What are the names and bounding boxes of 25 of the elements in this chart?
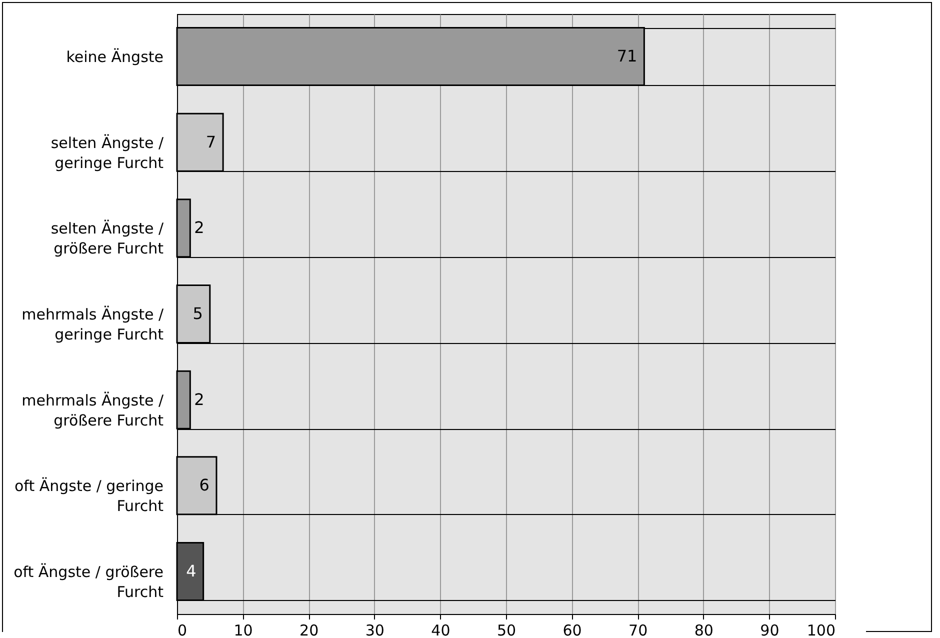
x-tick-label: 70 (628, 622, 648, 638)
x-tick-label: 90 (760, 622, 780, 638)
y-tick-label: oft Ängste / geringe Furcht (14, 477, 164, 516)
x-tick-label: 0 (178, 622, 188, 638)
y-tick-label: mehrmals Ängste / größere Furcht (22, 391, 164, 430)
data-label: 6 (199, 476, 210, 495)
x-tick-label: 40 (431, 622, 450, 638)
data-label: 2 (194, 218, 204, 238)
data-label: 7 (206, 132, 216, 152)
x-tick-label: 100 (806, 622, 836, 638)
y-tick-label: mehrmals Ängste / geringe Furcht (22, 306, 164, 344)
x-tick-label: 60 (562, 622, 582, 638)
data-label: 2 (194, 390, 204, 409)
data-label: 4 (186, 562, 196, 581)
x-tick-label: 10 (234, 622, 253, 638)
x-tick-label: 50 (496, 622, 516, 638)
y-tick-label: oft Ängste / größere Furcht (14, 563, 164, 602)
x-tick-label: 30 (365, 622, 384, 638)
y-tick-label: keine Ängste (66, 48, 164, 66)
x-tick-label: 20 (300, 622, 319, 638)
data-label: 5 (192, 304, 203, 323)
data-label: 71 (616, 46, 638, 66)
y-tick-label: selten Ängste / größere Furcht (50, 220, 164, 258)
x-tick-label: 80 (694, 622, 714, 638)
y-tick-label: selten Ängste / geringe Furcht (50, 134, 164, 172)
